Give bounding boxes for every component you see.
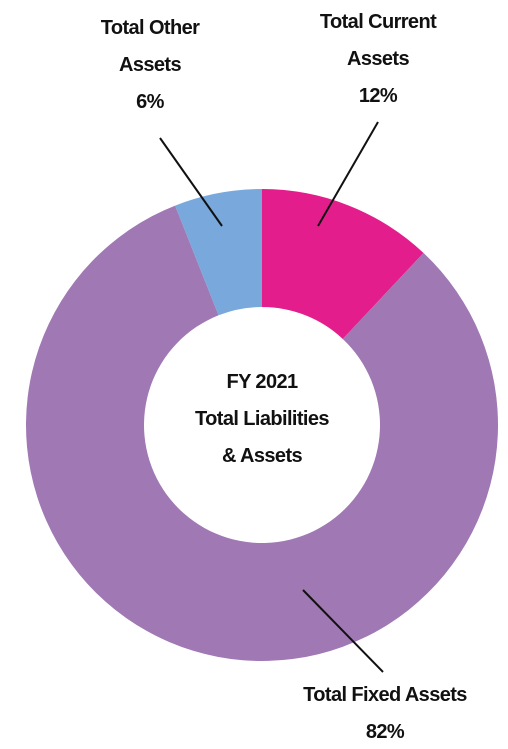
category-label: Total Other Assets (100, 17, 200, 76)
value-label: 82% (365, 721, 405, 743)
leader-line (302, 589, 384, 673)
donut-segment (175, 189, 262, 316)
leader-line (159, 137, 223, 227)
value-label: 6% (136, 91, 164, 113)
center-title: FY 2021 Total Liabilities & Assets (195, 371, 330, 467)
donut-segment (262, 189, 424, 339)
category-label: Total Fixed Assets (303, 684, 467, 706)
donut-segment (26, 205, 499, 661)
value-label: 12% (358, 85, 398, 107)
category-label: Total Current Assets (319, 11, 437, 70)
leader-line (317, 121, 379, 227)
